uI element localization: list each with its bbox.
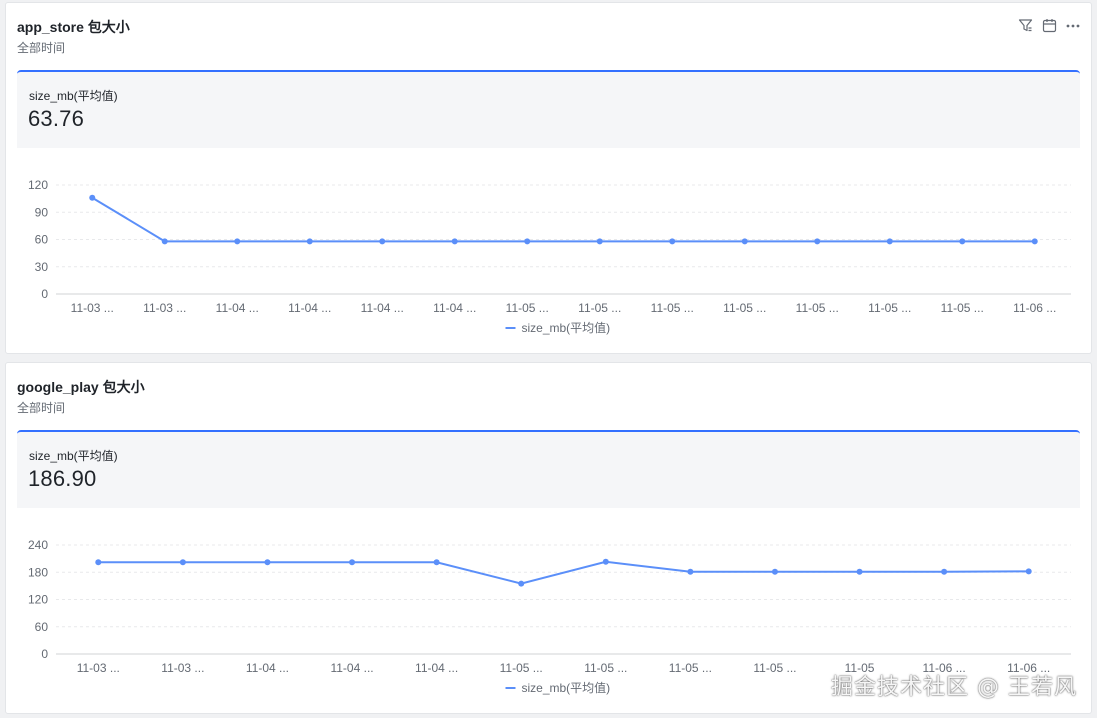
x-tick-label: 11-04 ... bbox=[361, 301, 404, 315]
data-point bbox=[452, 238, 458, 244]
data-point bbox=[959, 238, 965, 244]
x-tick-label: 11-04 ... bbox=[433, 301, 476, 315]
data-point bbox=[603, 559, 609, 565]
metric-label: size_mb(平均值) bbox=[29, 87, 118, 104]
legend-label: size_mb(平均值) bbox=[522, 680, 611, 695]
line-chart-svg: 0 30 60 90 120 11-03 ... 11-03 ... 11-04 ... 11-… bbox=[6, 168, 1091, 353]
data-point bbox=[379, 238, 385, 244]
x-tick-label: 11-05 ... bbox=[584, 661, 627, 675]
card-toolbar bbox=[1017, 17, 1081, 33]
watermark-text: 掘金技术社区 @ 王若风 bbox=[831, 669, 1077, 701]
data-point bbox=[307, 238, 313, 244]
dashboard-card-google-play: google_play 包大小 全部时间 size_mb(平均值) 186.90… bbox=[5, 362, 1092, 714]
x-tick-label: 11-05 ... bbox=[651, 301, 694, 315]
data-point bbox=[814, 238, 820, 244]
x-tick-label: 11-06 ... bbox=[1013, 301, 1056, 315]
y-tick-label: 90 bbox=[35, 205, 49, 219]
metric-value: 186.90 bbox=[28, 466, 97, 492]
x-tick-label: 11-05 ... bbox=[796, 301, 839, 315]
x-tick-label: 11-03 ... bbox=[161, 661, 204, 675]
data-point bbox=[234, 238, 240, 244]
x-tick-label: 11-05 ... bbox=[723, 301, 766, 315]
data-point bbox=[264, 559, 270, 565]
data-point bbox=[434, 559, 440, 565]
x-tick-label: 11-05 ... bbox=[578, 301, 621, 315]
y-tick-label: 180 bbox=[28, 565, 48, 579]
data-point bbox=[180, 559, 186, 565]
line-chart: 0 30 60 90 120 11-03 ... 11-03 ... 11-04 ... 11-… bbox=[6, 168, 1091, 353]
data-point bbox=[772, 569, 778, 575]
metric-summary: size_mb(平均值) 63.76 bbox=[17, 70, 1080, 148]
data-point bbox=[518, 581, 524, 587]
y-tick-label: 0 bbox=[41, 647, 48, 661]
metric-label: size_mb(平均值) bbox=[29, 447, 118, 464]
y-tick-label: 60 bbox=[35, 233, 49, 247]
data-point bbox=[857, 569, 863, 575]
data-point bbox=[95, 559, 101, 565]
data-point bbox=[669, 238, 675, 244]
y-tick-label: 240 bbox=[28, 538, 48, 552]
data-point bbox=[1026, 568, 1032, 574]
y-tick-label: 60 bbox=[35, 620, 49, 634]
x-tick-label: 11-03 ... bbox=[71, 301, 114, 315]
x-tick-label: 11-04 ... bbox=[330, 661, 373, 675]
y-tick-label: 30 bbox=[35, 260, 49, 274]
card-subtitle: 全部时间 bbox=[17, 39, 65, 56]
x-tick-label: 11-03 ... bbox=[77, 661, 120, 675]
calendar-icon[interactable] bbox=[1041, 17, 1057, 33]
x-tick-label: 11-05 ... bbox=[941, 301, 984, 315]
x-tick-label: 11-05 ... bbox=[669, 661, 712, 675]
y-tick-label: 120 bbox=[28, 593, 48, 607]
data-point bbox=[597, 238, 603, 244]
data-point bbox=[1032, 238, 1038, 244]
card-subtitle: 全部时间 bbox=[17, 399, 65, 416]
more-icon[interactable] bbox=[1065, 17, 1081, 33]
data-point bbox=[89, 195, 95, 201]
metric-summary: size_mb(平均值) 186.90 bbox=[17, 430, 1080, 508]
x-tick-label: 11-05 ... bbox=[506, 301, 549, 315]
data-point bbox=[887, 238, 893, 244]
x-tick-label: 11-03 ... bbox=[143, 301, 186, 315]
x-tick-label: 11-04 ... bbox=[288, 301, 331, 315]
card-title: google_play 包大小 bbox=[17, 377, 145, 397]
y-tick-label: 0 bbox=[41, 287, 48, 301]
dashboard-card-app-store: app_store 包大小 全部时间 size_mb(平均值) 63.76 0 3… bbox=[5, 2, 1092, 354]
card-title: app_store 包大小 bbox=[17, 17, 130, 37]
data-point bbox=[349, 559, 355, 565]
x-tick-label: 11-05 ... bbox=[868, 301, 911, 315]
x-tick-label: 11-05 ... bbox=[753, 661, 796, 675]
legend-label: size_mb(平均值) bbox=[522, 320, 611, 335]
data-point bbox=[742, 238, 748, 244]
x-tick-label: 11-04 ... bbox=[246, 661, 289, 675]
data-point bbox=[524, 238, 530, 244]
series-line bbox=[92, 198, 1035, 242]
data-point bbox=[941, 569, 947, 575]
filter-icon[interactable] bbox=[1017, 17, 1033, 33]
data-point bbox=[687, 569, 693, 575]
x-tick-label: 11-05 ... bbox=[500, 661, 543, 675]
x-tick-label: 11-04 ... bbox=[216, 301, 259, 315]
x-tick-label: 11-04 ... bbox=[415, 661, 458, 675]
y-tick-label: 120 bbox=[28, 178, 48, 192]
metric-value: 63.76 bbox=[28, 106, 84, 132]
data-point bbox=[162, 238, 168, 244]
